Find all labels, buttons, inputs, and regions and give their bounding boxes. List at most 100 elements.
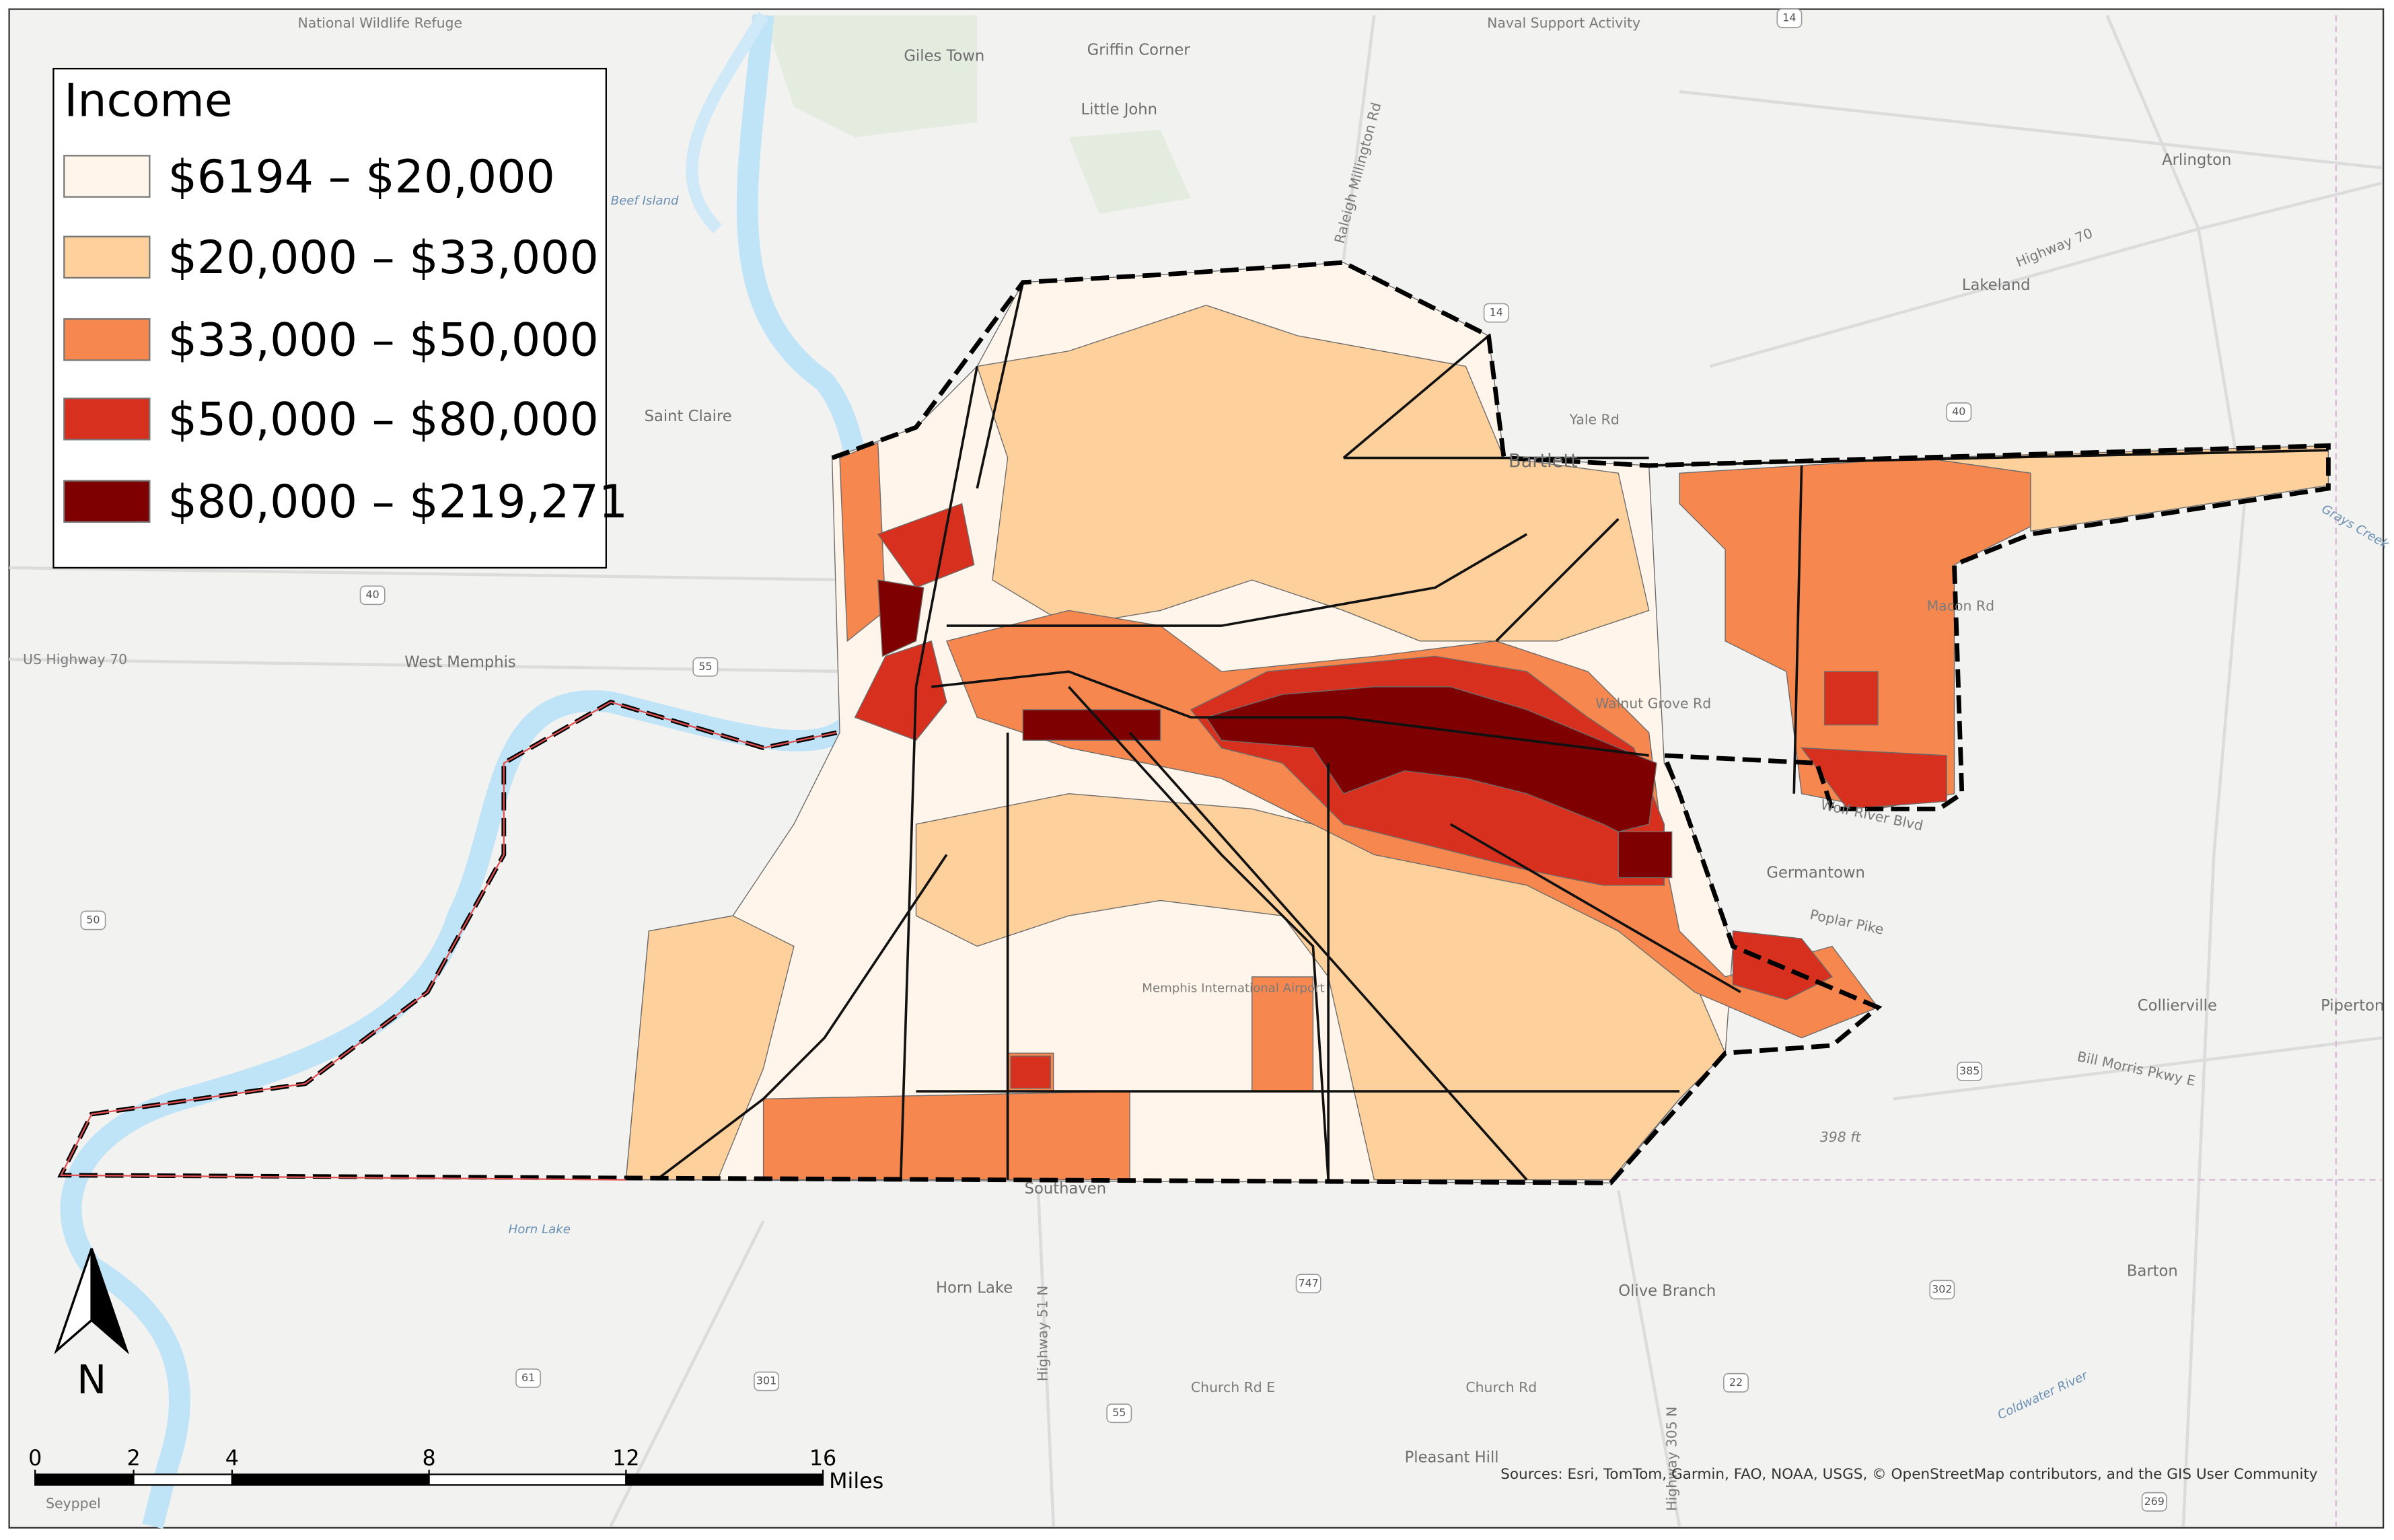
route-shield <box>1483 303 1509 323</box>
legend-swatch <box>63 397 151 441</box>
route-shield-label: 61 <box>521 1371 535 1384</box>
route-shield-label: 302 <box>1932 1282 1952 1295</box>
place-label: Memphis International Airport <box>1142 982 1324 996</box>
legend-label: $33,000 – $50,000 <box>168 314 599 367</box>
route-shield-label: 55 <box>698 660 712 673</box>
route-shield-label: 50 <box>86 913 100 926</box>
place-label: Naval Support Activity <box>1487 15 1640 31</box>
scale-tick-label: 2 <box>126 1446 140 1471</box>
scale-tick-label: 16 <box>809 1446 836 1471</box>
place-label: Highway 51 N <box>1035 1286 1051 1381</box>
place-label: Church Rd E <box>1191 1379 1275 1395</box>
tract-area <box>877 503 975 589</box>
place-label: Saint Claire <box>645 408 732 425</box>
place-label: Horn Lake <box>936 1279 1013 1296</box>
place-label: National Wildlife Refuge <box>297 15 462 31</box>
place-label: Beef Island <box>611 194 679 208</box>
scale-segment <box>625 1473 824 1486</box>
legend-label: $6194 – $20,000 <box>168 151 555 204</box>
legend-swatch <box>63 155 151 198</box>
scale-tick-label: 8 <box>423 1446 436 1471</box>
route-shield-label: 40 <box>1952 405 1965 418</box>
legend-swatch <box>63 235 151 279</box>
route-shield <box>1957 1062 1983 1081</box>
green-areas <box>763 15 1191 214</box>
legend-swatch <box>63 480 151 523</box>
place-label: Olive Branch <box>1618 1282 1716 1300</box>
route-shield-label: 22 <box>1729 1376 1743 1389</box>
route-shield <box>1776 8 1803 28</box>
route-shield-label: 14 <box>1782 11 1796 24</box>
tract-area <box>839 441 886 643</box>
tract-area <box>854 640 947 741</box>
place-label: West Memphis <box>404 653 515 671</box>
legend-label: $80,000 – $219,271 <box>168 476 628 529</box>
scale-segment <box>428 1473 627 1486</box>
tract-area <box>1924 445 2329 532</box>
scale-segment <box>34 1473 135 1486</box>
place-label: Lakeland <box>1962 277 2031 294</box>
tract-area <box>877 579 924 657</box>
route-shield-label: 747 <box>1298 1276 1318 1289</box>
route-shield-label: 301 <box>756 1374 776 1387</box>
scale-tick-label: 0 <box>28 1446 42 1471</box>
north-arrow-right <box>90 1248 130 1355</box>
tract-area <box>1010 1056 1051 1089</box>
route-shield <box>1106 1403 1132 1424</box>
scale-segment <box>133 1473 233 1486</box>
route-shield-label: 14 <box>1490 306 1503 319</box>
place-label: Piperton <box>2321 997 2384 1015</box>
place-label: Griffin Corner <box>1087 42 1191 59</box>
tract-area <box>1022 709 1161 741</box>
route-shield <box>1946 402 1972 422</box>
legend-swatch <box>63 318 151 361</box>
tract-area <box>976 304 1650 642</box>
place-label: Seyppel <box>46 1495 101 1511</box>
attribution: Sources: Esri, TomTom, Garmin, FAO, NOAA… <box>1500 1466 2318 1483</box>
place-label: 398 ft <box>1820 1129 1862 1145</box>
route-shield-label: 40 <box>366 588 379 601</box>
route-shield <box>1295 1274 1321 1294</box>
scale-unit: Miles <box>829 1469 883 1494</box>
route-shield <box>2141 1492 2167 1512</box>
minor-roads <box>9 14 2383 1527</box>
place-label: Pleasant Hill <box>1405 1449 1499 1466</box>
place-label: Horn Lake <box>509 1222 571 1237</box>
place-label: Walnut Grove Rd <box>1595 696 1711 712</box>
route-shields: 14 14 40 40 55 50 385 747 302 301 61 55 22 269 <box>80 8 2167 1512</box>
route-shield <box>754 1371 780 1391</box>
place-label: Arlington <box>2162 151 2231 169</box>
tract-area <box>1823 671 1879 726</box>
legend-label: $20,000 – $33,000 <box>168 231 599 285</box>
scale-tick-label: 12 <box>612 1446 639 1471</box>
legend: Income $6194 – $20,000 $20,000 – $33,000 $… <box>52 67 628 569</box>
north-arrow: N <box>54 1248 130 1403</box>
place-label: Little John <box>1081 101 1157 118</box>
legend-label: $50,000 – $80,000 <box>168 394 599 447</box>
place-label: Highway 305 N <box>1664 1407 1680 1511</box>
scale-tick-label: 4 <box>225 1446 239 1471</box>
place-label: Macon Rd <box>1927 597 1994 614</box>
north-label: N <box>77 1356 106 1403</box>
route-shield <box>692 657 719 677</box>
place-label: Germantown <box>1766 864 1864 881</box>
route-shield <box>515 1368 542 1388</box>
place-label: Barton <box>2127 1263 2178 1280</box>
route-shield <box>359 585 386 606</box>
state-boundary <box>59 701 837 1181</box>
mississippi-river <box>60 14 873 1529</box>
place-label: US Highway 70 <box>23 651 127 667</box>
place-label: Giles Town <box>904 48 984 65</box>
place-label: Collierville <box>2138 997 2217 1015</box>
route-shield-label: 385 <box>1959 1064 1980 1077</box>
scale-segment <box>231 1473 430 1486</box>
place-label: Yale Rd <box>1569 412 1620 428</box>
legend-title: Income <box>64 74 232 127</box>
route-shield <box>1929 1280 1955 1300</box>
route-shield-label: 55 <box>1112 1406 1126 1419</box>
route-shield-label: 269 <box>2144 1495 2165 1508</box>
place-label: Bartlett <box>1509 451 1578 472</box>
place-label: Southaven <box>1025 1180 1107 1198</box>
